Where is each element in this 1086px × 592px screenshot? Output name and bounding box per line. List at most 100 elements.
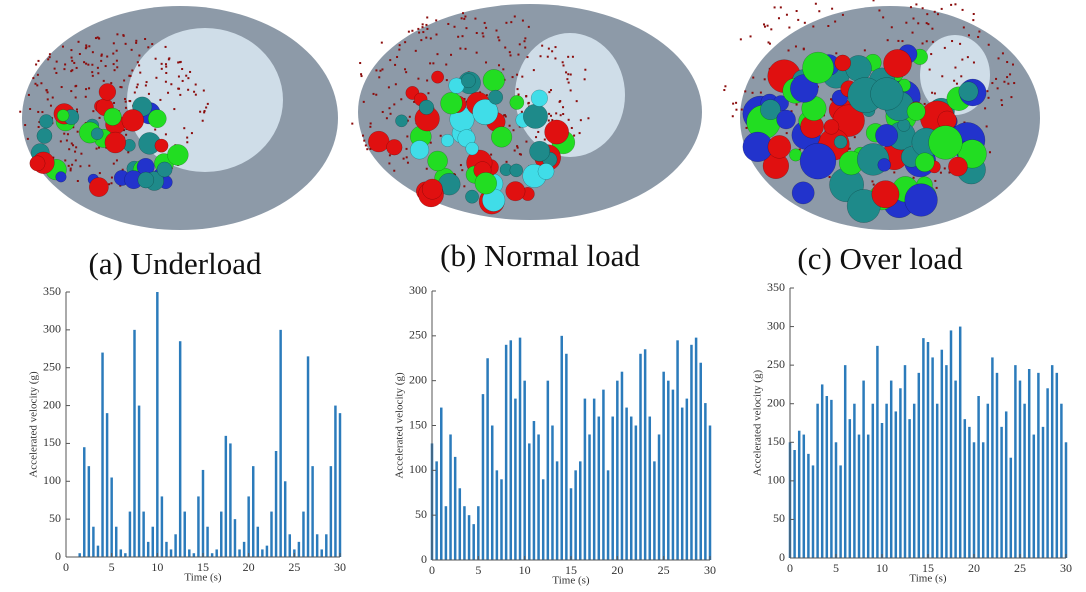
ball <box>800 143 836 179</box>
particle <box>113 42 115 44</box>
particle <box>32 77 34 79</box>
ball <box>105 132 126 153</box>
particle <box>514 15 516 17</box>
particle <box>548 120 550 122</box>
bar <box>625 408 628 560</box>
bar <box>1056 373 1058 558</box>
particle <box>818 10 820 12</box>
particle <box>527 102 529 104</box>
bar <box>197 496 199 557</box>
particle <box>146 81 148 83</box>
particle <box>406 156 408 158</box>
particle <box>52 97 54 99</box>
particle <box>497 36 499 38</box>
bar <box>1019 381 1021 558</box>
particle <box>944 47 946 49</box>
particle <box>554 57 556 59</box>
particle <box>517 147 519 149</box>
bar <box>936 404 938 558</box>
particle <box>49 53 51 55</box>
particle <box>137 84 139 86</box>
bar <box>812 465 814 558</box>
particle <box>41 111 43 113</box>
y-axis-label: Accelerated velocity (g) <box>28 371 40 478</box>
particle <box>462 12 464 14</box>
ball <box>422 179 442 199</box>
bar <box>821 384 823 558</box>
bar <box>330 466 332 557</box>
bar <box>261 549 263 557</box>
particle <box>71 164 73 166</box>
bar <box>839 465 841 558</box>
particle <box>187 77 189 79</box>
ball <box>441 134 454 147</box>
particle <box>882 16 884 18</box>
particle <box>525 95 527 97</box>
particle <box>988 97 990 99</box>
particle <box>61 86 63 88</box>
particle <box>24 124 26 126</box>
ball <box>138 172 154 188</box>
particle <box>403 158 405 160</box>
bar <box>537 434 540 560</box>
particle <box>941 8 943 10</box>
particle <box>63 68 65 70</box>
particle <box>565 71 567 73</box>
ball <box>461 74 475 88</box>
particle <box>533 69 535 71</box>
y-tick-label: 50 <box>415 507 427 521</box>
particle <box>110 82 112 84</box>
particle <box>417 78 419 80</box>
particle <box>568 82 570 84</box>
particle <box>70 49 72 51</box>
particle <box>498 64 500 66</box>
particle <box>97 36 99 38</box>
bar <box>243 542 245 557</box>
particle <box>88 87 90 89</box>
particle <box>35 63 37 65</box>
particle <box>389 59 391 61</box>
bar <box>996 373 998 558</box>
bar <box>973 442 975 558</box>
ball <box>883 49 911 77</box>
bar <box>206 527 208 557</box>
particle <box>548 48 550 50</box>
x-tick-label: 0 <box>63 560 69 574</box>
bar <box>289 534 291 557</box>
particle <box>422 23 424 25</box>
particle <box>931 92 933 94</box>
particle <box>29 108 31 110</box>
y-tick-label: 50 <box>49 511 61 525</box>
bar <box>941 350 943 558</box>
particle <box>519 43 521 45</box>
ball <box>148 110 166 128</box>
y-tick-label: 300 <box>43 322 61 336</box>
bar <box>83 447 85 557</box>
particle <box>502 68 504 70</box>
bar <box>325 534 327 557</box>
particle <box>408 31 410 33</box>
particle <box>125 107 127 109</box>
ball <box>56 172 67 183</box>
particle <box>570 74 572 76</box>
particle <box>70 168 72 170</box>
bar <box>496 470 499 560</box>
particle <box>485 61 487 63</box>
ball <box>37 128 52 143</box>
particle <box>972 19 974 21</box>
particle <box>463 18 465 20</box>
bar <box>307 356 309 557</box>
particle <box>205 107 207 109</box>
ball <box>122 109 144 131</box>
particle <box>124 98 126 100</box>
x-tick-label: 30 <box>704 563 716 577</box>
particle <box>87 64 89 66</box>
particle <box>75 159 77 161</box>
bar <box>124 553 126 557</box>
particle <box>587 117 589 119</box>
particle <box>125 134 127 136</box>
particle <box>70 90 72 92</box>
particle <box>924 103 926 105</box>
bar <box>630 417 633 560</box>
particle <box>362 135 364 137</box>
